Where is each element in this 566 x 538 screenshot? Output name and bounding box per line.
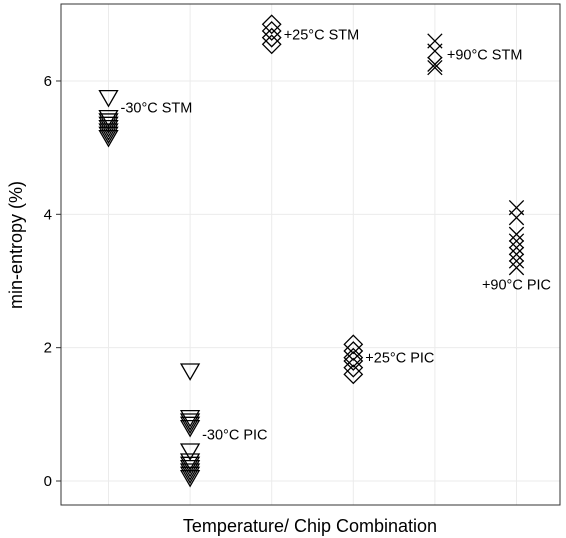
cross-marker: [427, 59, 443, 76]
series-group: [179, 363, 201, 488]
diamond-marker: [343, 364, 364, 385]
y-axis-ticks: 0 2 4 6: [44, 73, 61, 490]
point-annotation: +90°C STM: [447, 47, 523, 63]
triangle-marker: [98, 109, 119, 128]
y-tick-label: 0: [44, 473, 52, 490]
diamond-marker: [261, 21, 282, 41]
panel-border-layer: [60, 3, 561, 506]
triangle-marker: [179, 466, 201, 485]
cross-marker: [508, 246, 525, 262]
triangle-marker: [179, 456, 201, 475]
triangle-marker: [179, 413, 201, 431]
triangle-marker: [179, 416, 201, 435]
triangle-marker: [179, 469, 201, 488]
cross-marker: [427, 56, 443, 72]
plot-panel-border: [60, 3, 561, 506]
triangle-marker: [98, 113, 119, 131]
cross-marker: [427, 43, 443, 59]
point-annotation: +25°C PIC: [365, 351, 434, 367]
triangle-marker: [179, 419, 201, 438]
triangle-marker: [179, 453, 201, 471]
series-group: [261, 14, 282, 55]
point-annotation: +90°C PIC: [482, 277, 551, 293]
diamond-marker: [343, 351, 364, 371]
series-group: [98, 89, 119, 148]
triangle-marker: [98, 126, 119, 145]
annotation-layer: -30°C STM -30°C PIC +25°C STM +25°C PIC +90°…: [121, 27, 552, 443]
triangle-marker: [179, 463, 201, 481]
cross-marker: [508, 239, 525, 256]
x-axis-title: Temperature/ Chip Combination: [183, 516, 437, 536]
triangle-marker: [179, 363, 201, 381]
cross-marker: [508, 259, 525, 276]
cross-marker: [508, 209, 525, 226]
triangle-marker: [179, 409, 201, 428]
diamond-marker: [343, 347, 364, 368]
triangle-marker: [179, 459, 201, 478]
cross-marker: [508, 226, 525, 242]
y-tick-label: 2: [44, 340, 52, 357]
y-tick-label: 6: [44, 73, 52, 90]
data-points-layer: [98, 14, 525, 488]
triangle-marker: [98, 89, 119, 108]
triangle-marker: [98, 116, 119, 135]
cross-marker: [508, 233, 525, 249]
triangle-marker: [179, 443, 201, 461]
point-annotation: -30°C PIC: [202, 427, 267, 443]
triangle-marker: [98, 119, 119, 138]
grid-layer: [61, 4, 560, 505]
diamond-marker: [343, 341, 364, 361]
diamond-marker: [343, 334, 364, 355]
point-annotation: -30°C STM: [121, 101, 193, 117]
triangle-marker: [98, 129, 119, 148]
cross-marker: [508, 253, 525, 269]
point-annotation: +25°C STM: [284, 27, 360, 43]
series-group: [343, 334, 364, 385]
diamond-marker: [261, 27, 282, 48]
triangle-marker: [98, 123, 119, 141]
diamond-marker: [343, 357, 364, 378]
diamond-marker: [261, 34, 282, 55]
diamond-marker: [261, 14, 282, 35]
y-tick-label: 4: [44, 206, 52, 223]
series-group: [427, 33, 443, 76]
series-group: [508, 199, 525, 276]
y-axis-title: min-entropy (%): [6, 181, 26, 309]
